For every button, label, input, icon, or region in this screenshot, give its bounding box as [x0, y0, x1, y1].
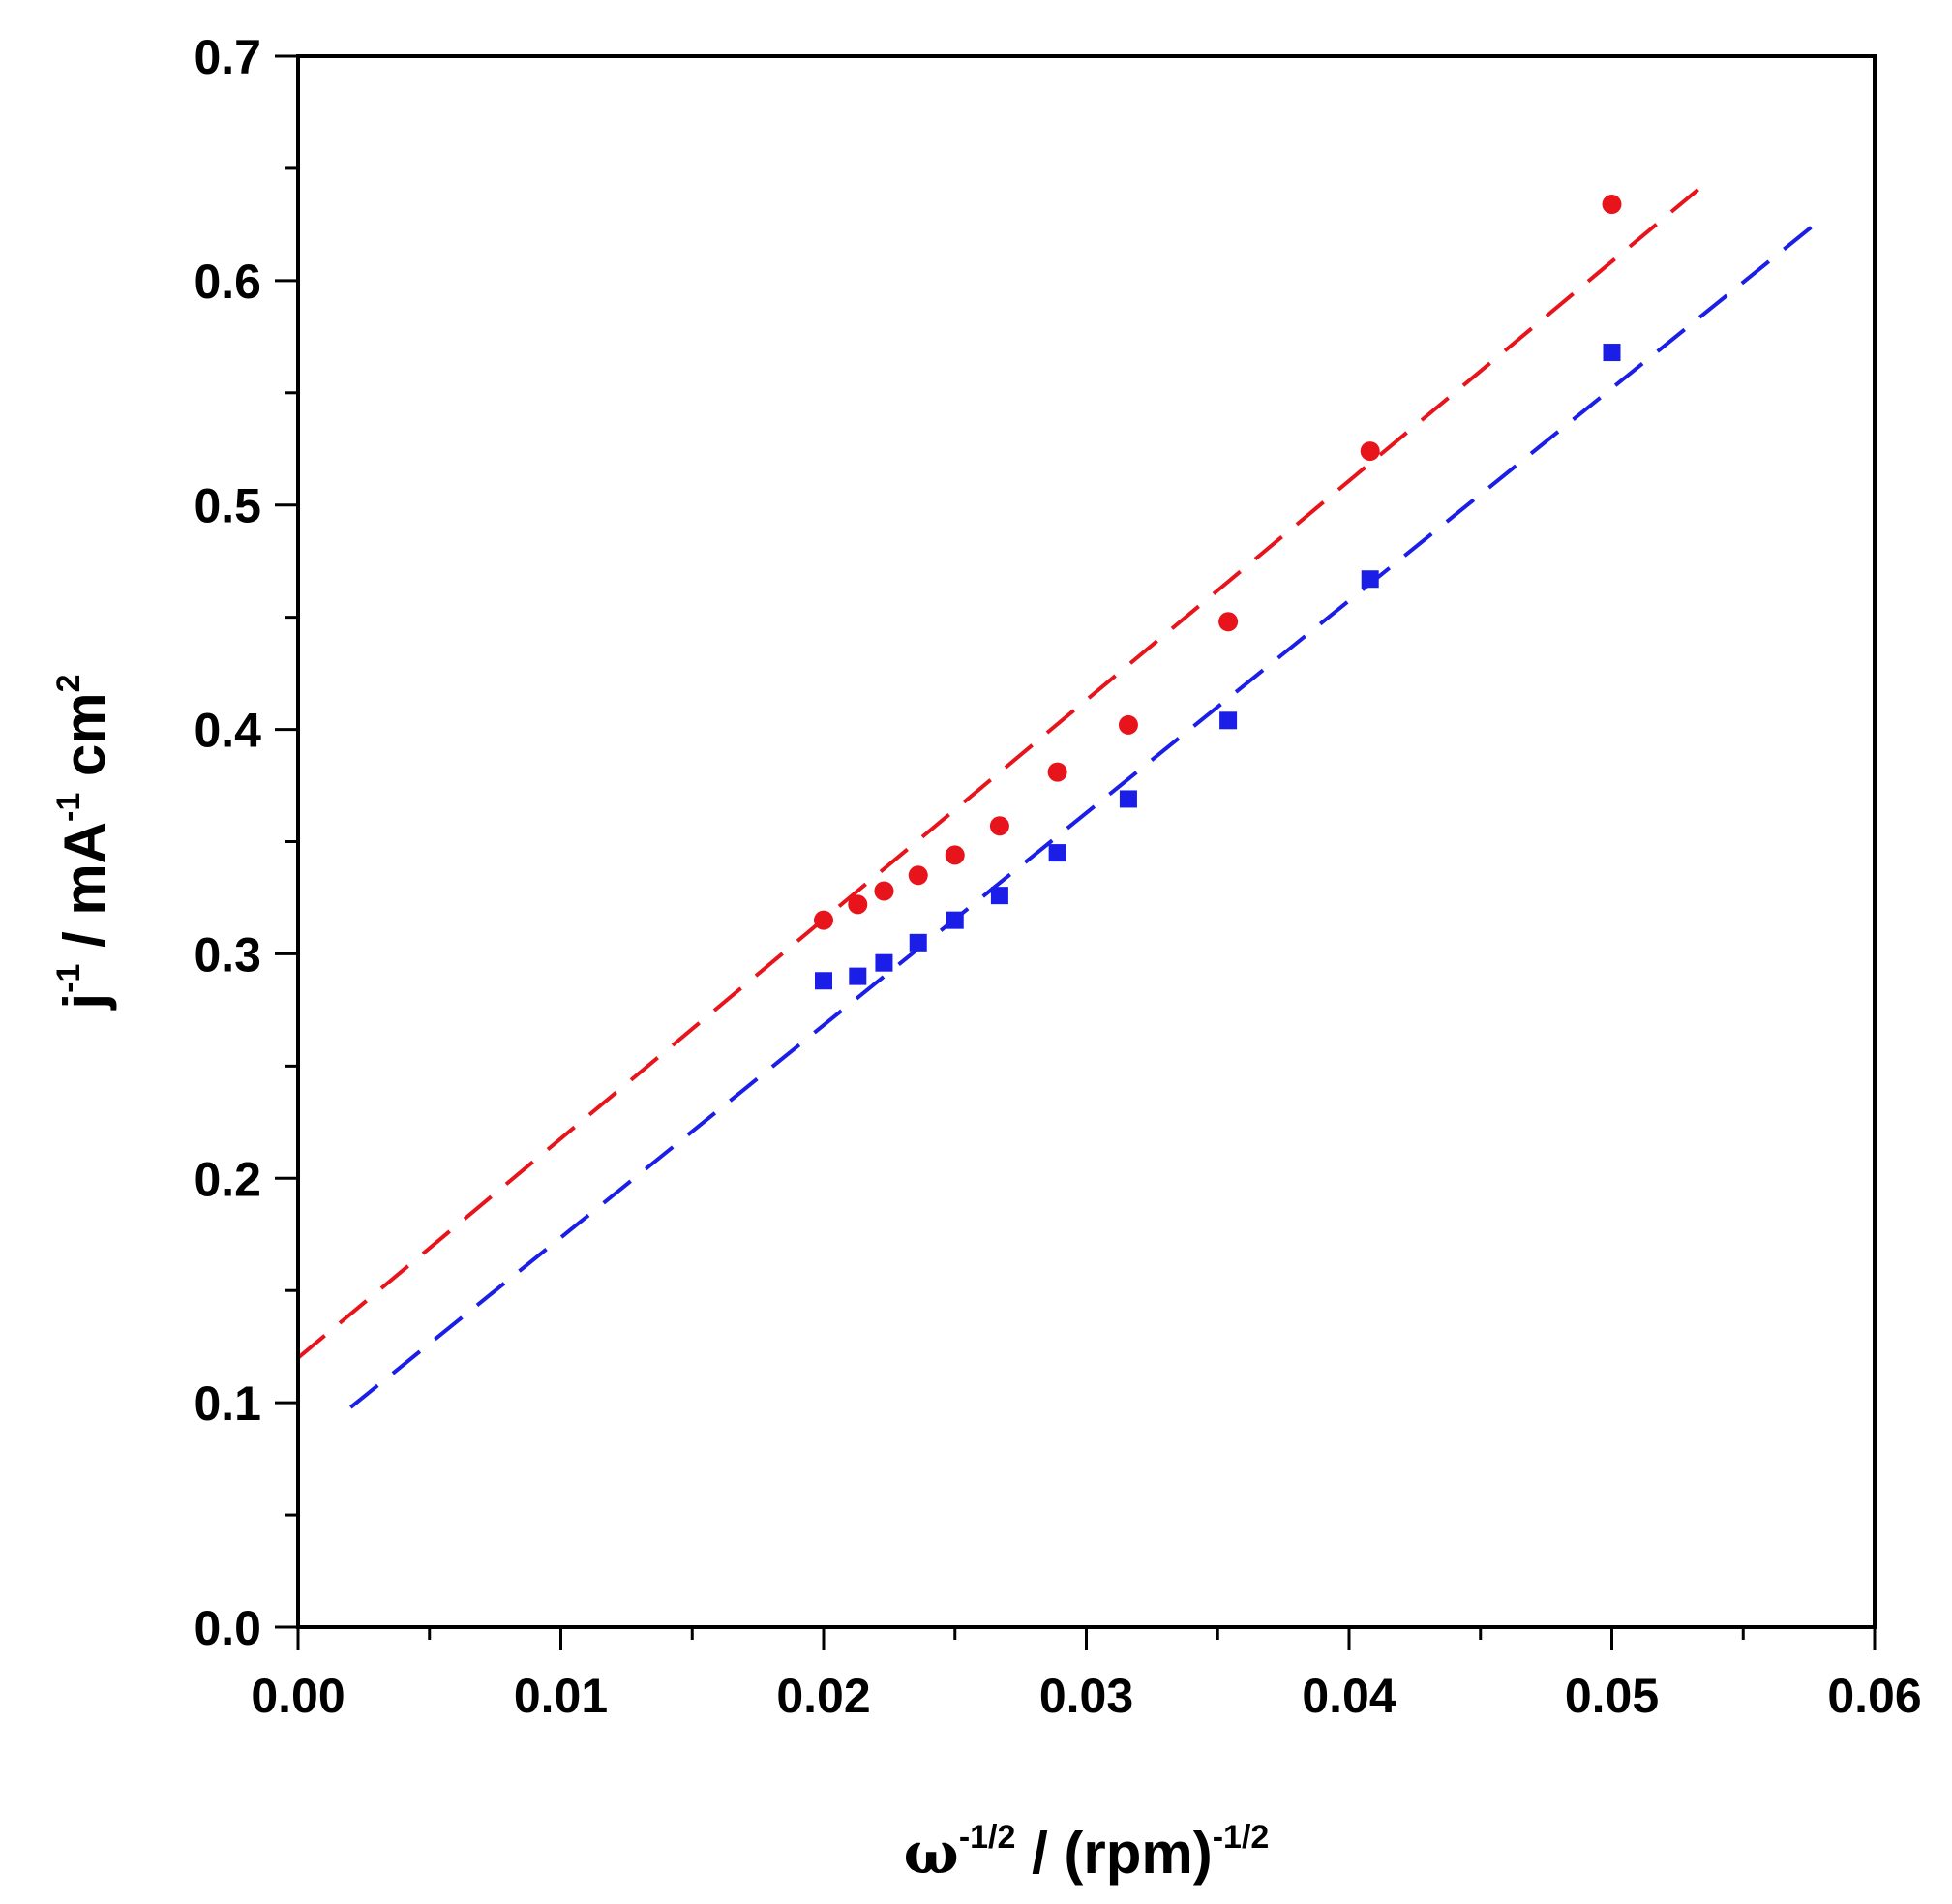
data-point-square	[1219, 711, 1238, 730]
y-tick-label: 0.1	[194, 1376, 261, 1431]
tick-labels: 0.00 0.01 0.02 0.03 0.04 0.05 0.06 0.0 0.1 0.2 0.3…	[194, 30, 1921, 1723]
data-point-circle	[1602, 195, 1622, 215]
y-tick-label: 0.5	[194, 479, 261, 533]
x-tick-label: 0.06	[1827, 1669, 1921, 1723]
y-axis-title: j-1 / mA-1 cm2	[50, 674, 117, 1010]
fit-lines	[296, 176, 1818, 1409]
data-points	[814, 195, 1622, 990]
data-point-square	[946, 911, 964, 929]
data-point-square	[849, 967, 867, 985]
data-point-square	[875, 953, 893, 972]
data-point-circle	[814, 910, 833, 930]
data-point-circle	[874, 881, 894, 901]
data-point-circle	[1218, 612, 1239, 632]
x-tick-label: 0.01	[514, 1669, 608, 1723]
data-point-square	[990, 887, 1008, 905]
y-tick-label: 0.0	[194, 1601, 261, 1655]
plot-frame	[296, 54, 1877, 1629]
data-point-square	[909, 933, 927, 952]
fit-line	[349, 221, 1818, 1409]
data-point-square	[1361, 570, 1379, 589]
fit-line	[296, 176, 1713, 1360]
y-tick-label: 0.7	[194, 30, 261, 84]
y-tick-label: 0.6	[194, 255, 261, 309]
data-point-square	[815, 972, 832, 990]
x-tick-label: 0.03	[1039, 1669, 1133, 1723]
data-point-circle	[1360, 441, 1380, 462]
axis-ticks	[275, 54, 1877, 1650]
data-point-circle	[1047, 762, 1067, 782]
data-point-circle	[1118, 714, 1138, 735]
y-tick-label: 0.2	[194, 1152, 261, 1206]
x-tick-label: 0.04	[1302, 1669, 1396, 1723]
data-point-square	[1119, 790, 1137, 808]
data-point-circle	[945, 845, 965, 865]
y-tick-label: 0.3	[194, 927, 261, 982]
data-point-square	[1603, 344, 1621, 362]
x-axis-title: ω-1/2 / (rpm)-1/2	[904, 1819, 1270, 1888]
data-point-circle	[989, 816, 1009, 836]
x-tick-label: 0.05	[1565, 1669, 1659, 1723]
x-tick-label: 0.00	[251, 1669, 345, 1723]
data-point-circle	[848, 894, 868, 915]
x-tick-label: 0.02	[776, 1669, 870, 1723]
data-point-circle	[908, 865, 928, 886]
data-point-square	[1048, 844, 1066, 862]
y-tick-label: 0.4	[194, 704, 261, 758]
